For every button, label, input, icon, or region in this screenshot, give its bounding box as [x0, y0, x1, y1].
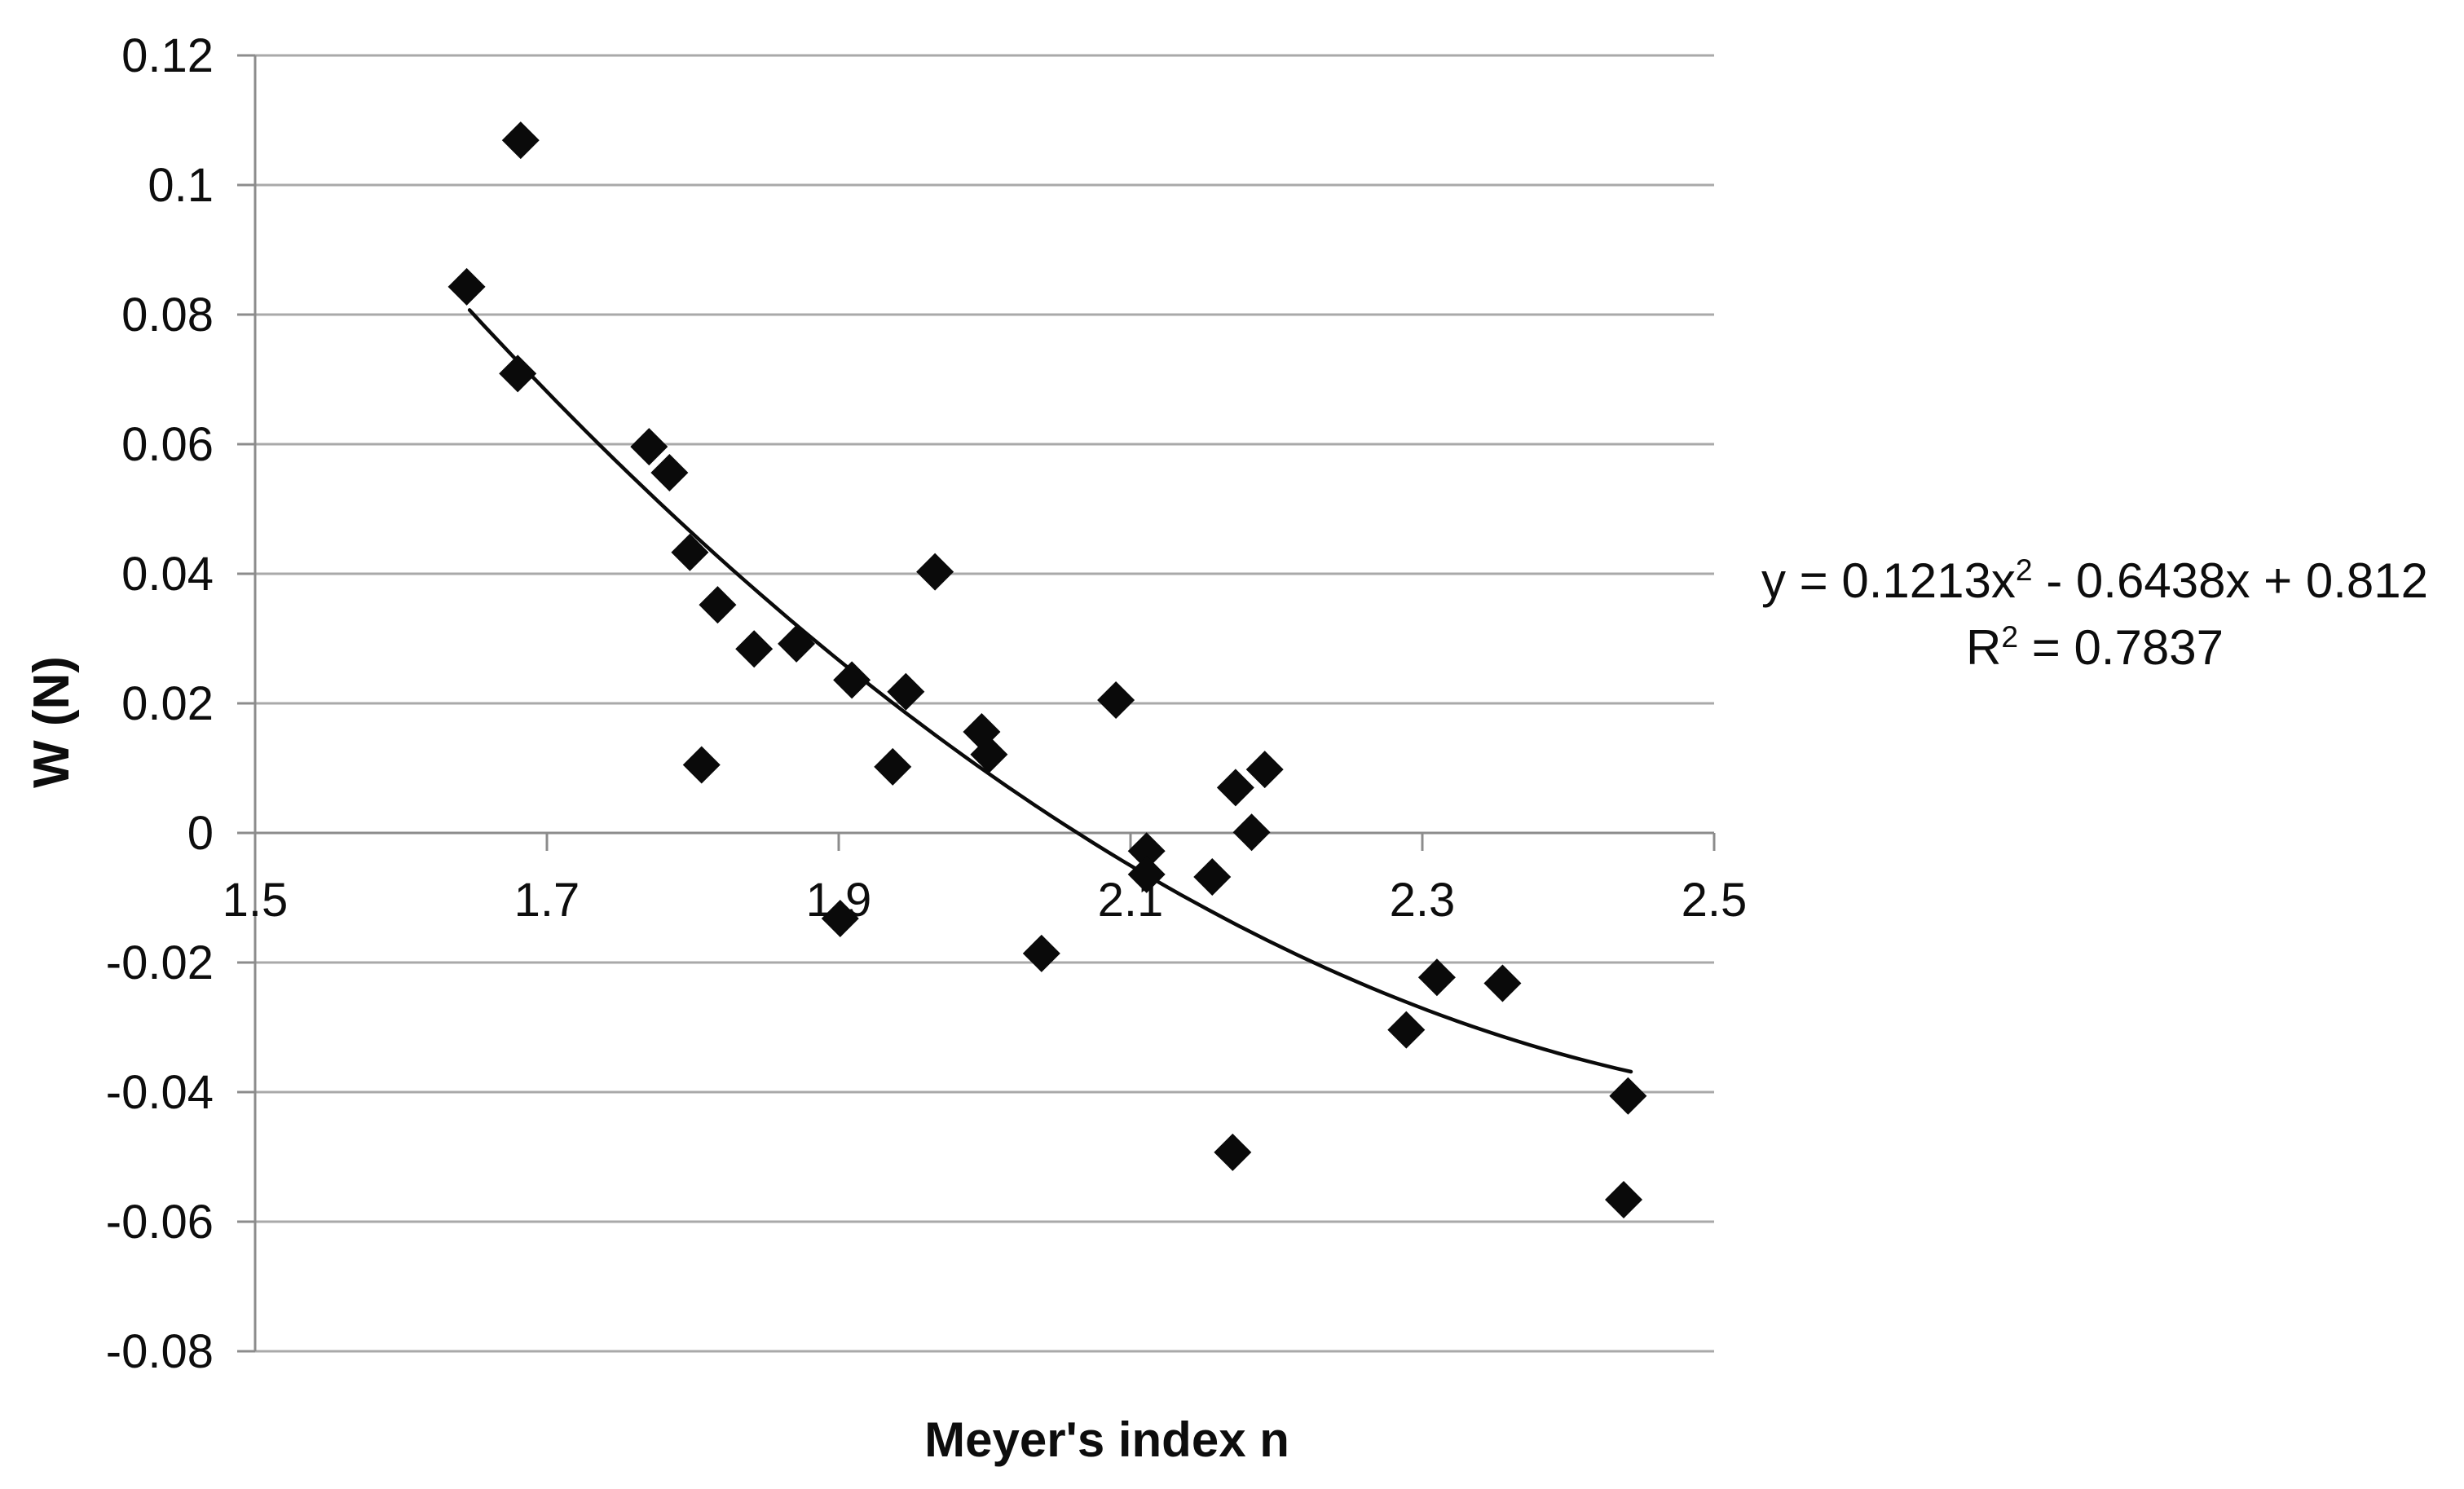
data-point-marker [1609, 1077, 1647, 1115]
y-tick-label: 0.06 [121, 418, 214, 471]
y-tick-label: 0 [187, 807, 214, 860]
data-point-marker [671, 533, 709, 571]
x-tick-label: 2.3 [1390, 874, 1456, 927]
equation-segment: R [1966, 620, 2002, 675]
data-point-marker [1127, 832, 1166, 870]
y-tick-label: 0.1 [148, 159, 214, 212]
x-tick-label: 1.5 [223, 874, 289, 927]
y-tick-label: -0.06 [106, 1196, 214, 1249]
equation-segment: = 0.7837 [2018, 620, 2224, 675]
trendline-equation-line1: y = 0.1213x2 - 0.6438x + 0.812 [1704, 548, 2464, 615]
equation-segment: - 0.6438x + 0.812 [2032, 553, 2428, 608]
y-axis-title: W (N) [24, 656, 80, 788]
data-point-marker [1483, 964, 1522, 1002]
data-point-marker [1417, 958, 1456, 997]
data-point-marker [874, 747, 912, 786]
data-point-marker [1022, 934, 1060, 972]
data-point-marker [447, 267, 486, 306]
y-tick-label: 0.08 [121, 289, 214, 341]
data-point-marker [970, 735, 1008, 773]
data-point-marker [1216, 769, 1254, 807]
y-tick-label: -0.08 [106, 1325, 214, 1378]
data-point-marker [1387, 1011, 1426, 1049]
y-tick-label: 0.12 [121, 29, 214, 82]
x-tick-label: 2.5 [1682, 874, 1748, 927]
data-point-marker [1232, 813, 1271, 852]
y-tick-label: 0.04 [121, 548, 214, 601]
trendline-equation: y = 0.1213x2 - 0.6438x + 0.812 R2 = 0.78… [1704, 548, 2464, 681]
data-point-marker [1193, 858, 1232, 896]
data-point-marker [1605, 1180, 1643, 1218]
x-axis-title: Meyer's index n [924, 1412, 1289, 1467]
data-point-marker [887, 672, 925, 711]
data-point-marker [630, 428, 668, 466]
data-point-marker [833, 661, 871, 699]
data-point-marker [650, 453, 689, 491]
y-tick-label: 0.02 [121, 677, 214, 730]
data-point-marker [916, 553, 954, 591]
data-point-marker [682, 746, 721, 784]
y-tick-label: -0.02 [106, 936, 214, 989]
data-point-marker [821, 899, 859, 937]
equation-superscript: 2 [2015, 553, 2033, 587]
data-point-marker [499, 355, 537, 393]
trendline-curve [467, 308, 1633, 1074]
data-point-marker [1097, 681, 1135, 720]
x-tick-label: 1.7 [514, 874, 580, 927]
y-tick-label: -0.04 [106, 1066, 214, 1119]
equation-superscript: 2 [2001, 619, 2019, 654]
data-point-marker [1127, 855, 1166, 893]
data-point-marker [735, 630, 774, 668]
trendline-r2-line: R2 = 0.7837 [1704, 615, 2464, 681]
data-point-marker [778, 624, 816, 663]
data-point-marker [501, 121, 540, 160]
data-point-marker [699, 586, 737, 624]
data-point-marker [1245, 751, 1284, 789]
data-point-marker [1214, 1133, 1252, 1171]
equation-segment: y = 0.1213x [1761, 553, 2016, 608]
